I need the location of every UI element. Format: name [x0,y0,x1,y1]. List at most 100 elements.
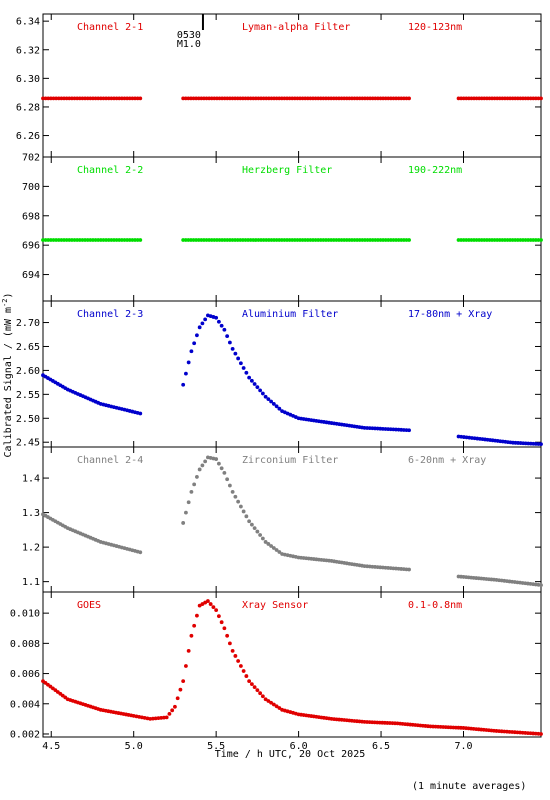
y-tick-label: 6.34 [16,17,40,28]
data-point [407,567,411,572]
data-point [225,477,230,482]
data-point [212,96,217,101]
data-point [219,323,224,328]
data-point [228,238,232,242]
data-point [256,96,261,101]
event-marker-class: M1.0 [177,39,201,50]
data-point [370,96,375,101]
data-point [298,96,302,101]
data-point [225,238,230,242]
data-point [117,96,122,101]
data-point [334,96,339,101]
data-point [300,238,305,242]
x-tick-label: 7.0 [454,741,472,752]
data-point [181,96,186,101]
data-point [344,96,349,101]
data-point [230,96,235,101]
panel-label-filter: Xray Sensor [242,600,308,611]
data-point [200,321,205,326]
y-tick-label: 694 [22,270,40,281]
data-point [355,96,360,101]
data-point [159,715,164,720]
data-point [365,238,370,242]
data-point [202,96,206,101]
data-point [274,404,279,409]
data-point [251,96,256,101]
y-tick-label: 2.65 [16,342,40,353]
data-point [183,96,188,101]
data-point [186,500,191,505]
data-point [269,399,274,404]
data-point [269,238,274,242]
data-point [43,96,48,101]
panel-label-channel: GOES [77,600,101,611]
data-point [253,238,258,242]
data-point [222,96,227,101]
data-point [93,238,98,242]
data-point [266,397,271,402]
data-point [295,238,300,242]
data-point [51,96,56,101]
data-point [292,238,297,242]
y-tick-label: 698 [22,211,40,222]
panel-frame [42,156,542,302]
data-point [300,96,305,101]
data-point [219,620,224,625]
data-point [109,96,114,101]
data-point [197,325,202,330]
data-point [401,96,406,101]
data-point [308,238,313,242]
data-point [331,96,336,101]
panel-label-band: 6-20nm + Xray [408,455,486,466]
data-point [114,238,119,242]
y-tick-label: 1.3 [22,508,40,519]
data-point [189,633,194,638]
data-point [83,238,87,242]
data-point [261,96,266,101]
data-point [117,238,122,242]
data-point [285,238,289,242]
panel-frame [42,300,542,448]
data-point [70,238,74,242]
data-point [241,366,246,370]
data-point [271,702,276,707]
data-point [274,704,279,709]
data-point [133,238,137,242]
data-point [51,238,56,242]
data-point [266,96,271,101]
data-point [75,238,80,242]
data-point [96,96,101,101]
data-point [373,96,378,101]
data-point [238,96,243,101]
y-tick-label: 0.010 [10,609,40,620]
data-point [83,96,87,101]
data-point [394,238,398,242]
data-point [230,238,235,242]
data-point [404,238,409,242]
data-point [215,238,219,242]
panel-label-channel: Channel 2-4 [77,455,143,466]
data-point [260,536,265,541]
data-point [303,238,308,242]
data-point [243,96,248,101]
panel-1: 6.34 6.32 6.30 6.28 6.26 Channel 2-1 Lyman-alp… [16,13,543,158]
data-point [225,633,230,638]
data-point [241,509,246,514]
data-point [248,96,253,101]
data-point [88,238,93,242]
data-point [263,540,268,544]
data-point [240,96,245,101]
data-point [407,96,411,101]
data-point [228,96,232,101]
data-point [209,238,214,242]
data-point [269,700,274,705]
y-tick-label: 1.4 [22,474,40,485]
data-point [167,711,172,716]
data-point [318,238,323,242]
data-point [162,715,166,720]
data-point [277,96,282,101]
data-point [236,499,241,504]
data-point [222,470,227,475]
data-point [184,510,188,515]
data-point [391,96,396,101]
